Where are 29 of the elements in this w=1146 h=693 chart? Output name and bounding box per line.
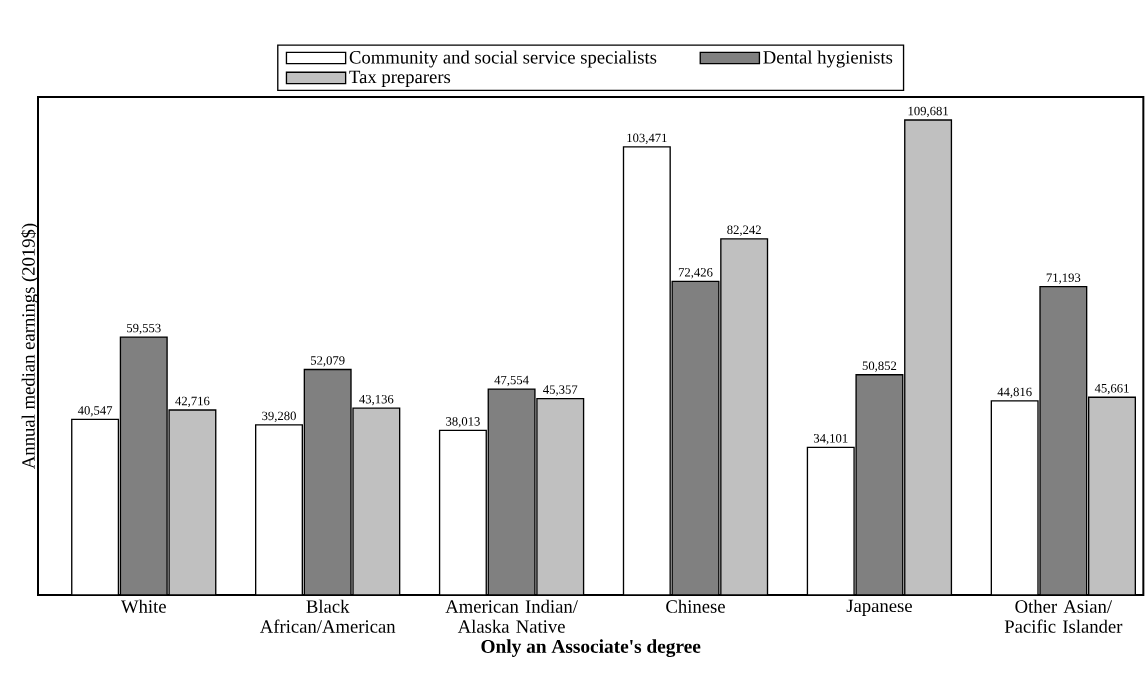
legend-label: Community and social service specialists [349, 50, 657, 68]
data-label: 71,193 [1046, 273, 1081, 284]
legend-label: Dental hygienists [763, 50, 893, 68]
data-label: 45,357 [543, 385, 578, 396]
data-label: 39,280 [262, 411, 296, 422]
data-label: 109,681 [908, 106, 948, 118]
data-label: 103,471 [627, 133, 667, 144]
data-label: 40,547 [77, 406, 113, 417]
data-label: 82,242 [727, 225, 761, 236]
data-label: 43,136 [359, 394, 394, 406]
x-tick-label: White [120, 599, 166, 613]
legend-label: Tax preparers [349, 70, 451, 87]
x-tick-label: Chinese [666, 599, 725, 613]
x-tick-label: Other Asian/ Pacific Islander [1004, 599, 1123, 633]
x-axis-title: Only an Associate's degree [481, 639, 701, 658]
x-tick-label: American Indian/ Alaska Native [445, 599, 578, 633]
x-tick-label: Japanese [846, 599, 912, 616]
data-label: 47,554 [494, 375, 529, 387]
data-label: 50,852 [862, 361, 897, 372]
data-label: 45,661 [1094, 384, 1129, 395]
data-label: 44,816 [997, 387, 1032, 398]
x-tick-label: Black African/American [259, 599, 396, 633]
data-label: 52,079 [310, 356, 345, 367]
data-label: 59,553 [127, 323, 161, 335]
data-label: 34,101 [813, 434, 848, 445]
data-label: 38,013 [446, 417, 480, 428]
y-axis-title: Annual median earnings (2019$) [21, 223, 39, 469]
data-label: 72,426 [678, 268, 713, 279]
data-label: 42,716 [175, 396, 210, 408]
